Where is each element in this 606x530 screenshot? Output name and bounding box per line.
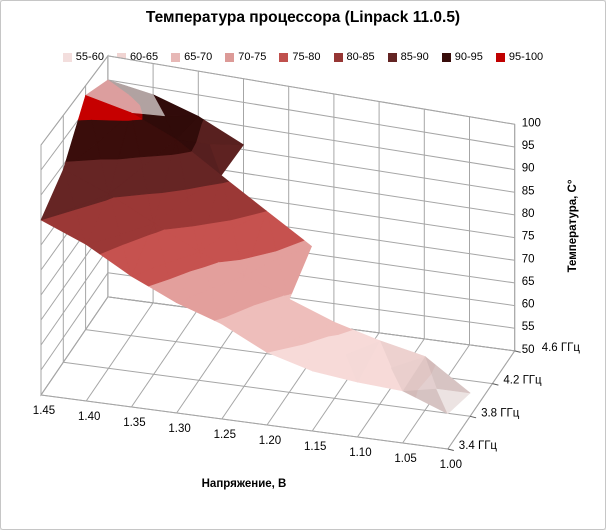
value-tick-label: 70 — [522, 253, 535, 265]
x-axis-title: Напряжение, В — [202, 478, 287, 490]
x-tick-label: 1.35 — [123, 417, 145, 429]
legend-swatch — [225, 52, 235, 62]
legend-item[interactable]: 60-65 — [116, 51, 159, 63]
x-tick-label: 1.30 — [168, 423, 190, 435]
x-tick-label: 1.20 — [259, 435, 281, 447]
legend-item[interactable]: 90-95 — [441, 51, 483, 63]
x-tick-label: 1.40 — [78, 411, 100, 423]
x-tick-label: 1.45 — [33, 405, 55, 417]
legend-swatch — [171, 52, 181, 62]
value-tick-label: 90 — [522, 163, 535, 175]
surface-mesh — [40, 79, 471, 415]
chart-legend: 55-60 60-65 65-70 70-75 75-80 80-85 85-90 90-95… — [1, 51, 605, 63]
legend-swatch — [116, 52, 126, 62]
legend-swatch — [495, 52, 505, 62]
legend-swatch — [333, 52, 343, 62]
legend-item[interactable]: 55-60 — [62, 51, 104, 63]
legend-item[interactable]: 80-85 — [333, 51, 375, 63]
legend-item[interactable]: 70-75 — [225, 51, 266, 63]
x-tick-label: 1.00 — [440, 459, 462, 471]
value-tick-label: 95 — [522, 140, 535, 152]
chart-title[interactable]: Температура процессора (Linpack 11.0.5) — [145, 9, 461, 26]
value-tick-label: 65 — [522, 276, 535, 288]
x-tick-label: 1.05 — [394, 453, 416, 465]
legend-label: 95-100 — [508, 51, 544, 63]
value-tick-label: 75 — [522, 231, 535, 243]
legend-label: 80-85 — [346, 51, 375, 63]
legend-item[interactable]: 75-80 — [279, 51, 321, 63]
legend-swatch — [441, 52, 451, 62]
value-tick-label: 80 — [522, 208, 535, 220]
legend-label: 65-70 — [184, 51, 213, 63]
value-tick-label: 55 — [522, 321, 535, 333]
depth-tick-label: 3.4 ГГц — [459, 440, 498, 452]
legend-label: 85-90 — [400, 51, 429, 63]
axis-labels: 1.45 1.40 1.35 1.30 1.25 1.20 1.15 1.10 1.05 1.00… — [33, 117, 581, 490]
value-tick-label: 85 — [522, 185, 535, 197]
depth-tick-label: 4.6 ГГц — [542, 342, 581, 354]
x-tick-label: 1.10 — [349, 447, 371, 459]
legend-label: 70-75 — [238, 51, 267, 63]
value-axis-title: Температура, С° — [567, 179, 579, 272]
depth-tick-label: 3.8 ГГц — [481, 407, 520, 419]
legend-item[interactable]: 65-70 — [171, 51, 212, 63]
legend-swatch — [62, 52, 72, 62]
x-tick-label: 1.15 — [304, 441, 326, 453]
x-tick-label: 1.25 — [214, 429, 236, 441]
value-tick-label: 50 — [522, 344, 535, 356]
legend-label: 75-80 — [292, 51, 321, 63]
legend-item[interactable]: 95-100 — [495, 51, 544, 63]
value-tick-label: 100 — [522, 117, 541, 129]
legend-label: 55-60 — [75, 51, 104, 63]
legend-item[interactable]: 85-90 — [387, 51, 429, 63]
depth-tick-label: 4.2 ГГц — [503, 375, 542, 387]
legend-swatch — [279, 52, 289, 62]
value-tick-label: 60 — [522, 299, 535, 311]
legend-label: 60-65 — [129, 51, 159, 63]
legend-label: 90-95 — [454, 51, 483, 63]
legend-swatch — [387, 52, 397, 62]
